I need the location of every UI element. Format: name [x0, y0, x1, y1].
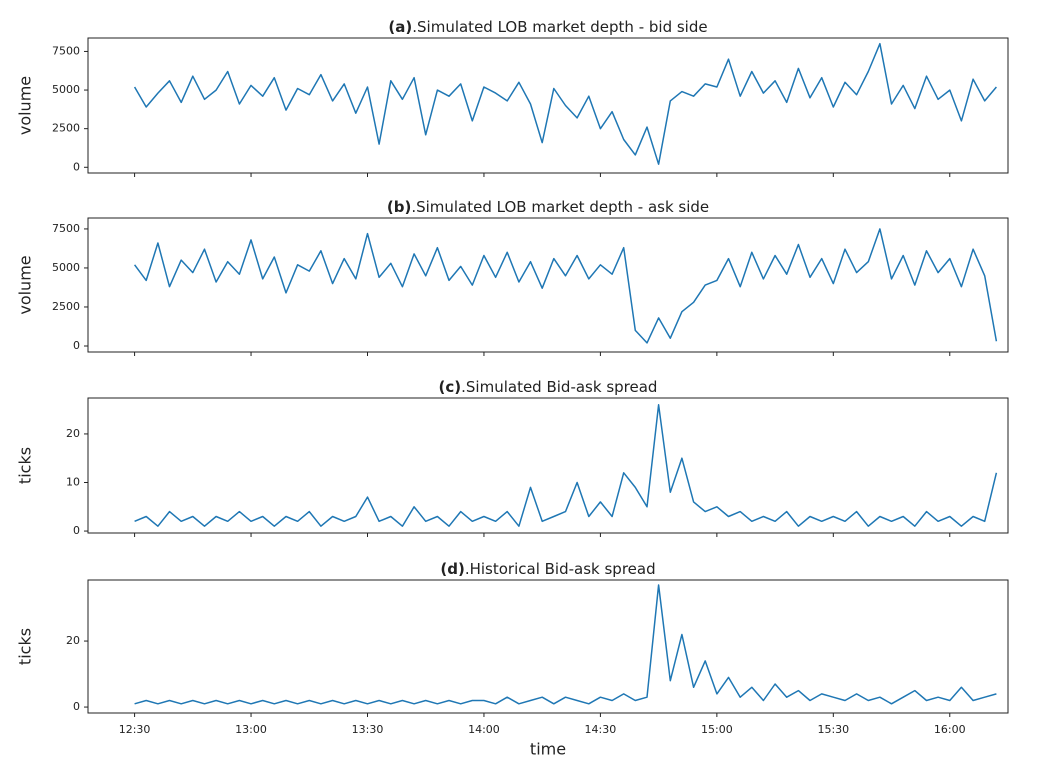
y-tick-label: 5000 [52, 83, 80, 96]
y-axis-label: volume [16, 76, 35, 135]
x-tick-label: 14:30 [585, 723, 617, 736]
axes-frame [87, 217, 1009, 353]
panel-label: (c) [439, 378, 462, 396]
y-tick-label: 0 [73, 160, 80, 173]
y-axis-label: volume [16, 255, 35, 314]
y-tick-label: 20 [66, 427, 80, 440]
y-axis-label: ticks [16, 628, 35, 665]
x-tick-label: 13:30 [352, 723, 384, 736]
panel-title: (a).Simulated LOB market depth - bid sid… [388, 18, 707, 36]
x-tick-label: 16:00 [934, 723, 966, 736]
title-text: .Simulated Bid-ask spread [461, 378, 657, 396]
x-tick-label: 12:30 [119, 723, 151, 736]
x-axis-label: time [530, 740, 566, 759]
y-tick-label: 7500 [52, 222, 80, 235]
x-tick-label: 15:30 [817, 723, 849, 736]
panel-label: (a) [388, 18, 412, 36]
y-axis-label: ticks [16, 447, 35, 484]
y-tick-label: 0 [73, 339, 80, 352]
x-tick-label: 13:00 [235, 723, 267, 736]
panel-label: (b) [387, 198, 411, 216]
panel-title: (d).Historical Bid-ask spread [440, 560, 655, 578]
y-tick-label: 0 [73, 700, 80, 713]
panel-label: (d) [440, 560, 464, 578]
y-tick-label: 10 [66, 475, 80, 488]
y-tick-label: 5000 [52, 261, 80, 274]
y-tick-label: 20 [66, 634, 80, 647]
axes-frame [87, 397, 1009, 534]
title-text: .Simulated LOB market depth - ask side [411, 198, 709, 216]
panel-title: (b).Simulated LOB market depth - ask sid… [387, 198, 709, 216]
x-tick-label: 14:00 [468, 723, 500, 736]
data-line [133, 228, 998, 344]
x-tick-label: 15:00 [701, 723, 733, 736]
y-tick-label: 0 [73, 524, 80, 537]
data-line [133, 42, 997, 165]
axes-frame [87, 37, 1009, 174]
data-line [134, 584, 997, 705]
y-tick-label: 7500 [52, 44, 80, 57]
title-text: .Simulated LOB market depth - bid side [412, 18, 707, 36]
axes-frame [87, 579, 1009, 714]
y-tick-label: 2500 [52, 122, 80, 135]
y-tick-label: 2500 [52, 300, 80, 313]
data-line [134, 404, 998, 527]
panel-title: (c).Simulated Bid-ask spread [439, 378, 658, 396]
title-text: .Historical Bid-ask spread [465, 560, 656, 578]
